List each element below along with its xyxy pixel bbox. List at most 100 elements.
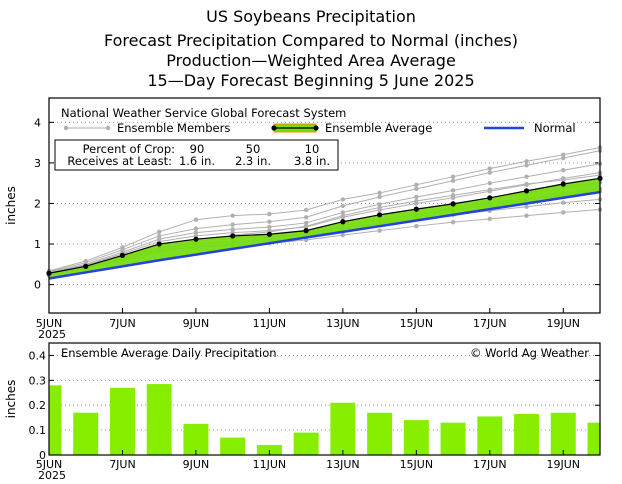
ensemble-average-point <box>266 231 272 237</box>
ensemble-member-point <box>377 228 382 233</box>
ensemble-member-point <box>414 194 419 200</box>
y-tick-label: 4 <box>34 116 41 129</box>
ensemble-member-point <box>340 232 346 238</box>
ensemble-member-point <box>450 174 456 179</box>
ensemble-member-point <box>561 200 566 205</box>
ensemble-member-point <box>340 210 346 215</box>
ensemble-member-point <box>303 207 309 213</box>
ensemble-member-line <box>48 147 601 272</box>
daily-precip-bar <box>109 387 135 455</box>
y-tick-label: 0.2 <box>29 399 47 412</box>
ensemble-member-point <box>524 159 529 164</box>
ensemble-member-point <box>157 229 162 235</box>
legend-members-marker <box>105 125 111 131</box>
ensemble-member-point <box>303 223 309 229</box>
year-label: 2025 <box>38 469 66 482</box>
ensemble-average-point <box>377 212 383 218</box>
daily-precip-bar <box>477 416 503 455</box>
daily-precip-bar <box>183 423 209 455</box>
ensemble-member-point <box>303 215 309 220</box>
ensemble-member-point <box>414 223 419 229</box>
ensemble-member-point <box>524 213 529 218</box>
credit-label: © World Ag Weather <box>470 346 589 360</box>
ensemble-member-point <box>487 166 492 171</box>
ensemble-average-point <box>413 206 419 212</box>
legend-members-label: Ensemble Members <box>117 121 230 135</box>
chart-subtitle-area: Production—Weighted Area Average <box>166 51 456 70</box>
x-tick-label: 17JUN <box>473 317 507 330</box>
legend-average-marker <box>271 125 277 131</box>
chart-subtitle: Forecast Precipitation Compared to Norma… <box>104 31 518 50</box>
daily-precip-bar <box>587 422 600 455</box>
ensemble-member-point <box>193 230 199 235</box>
ensemble-member-point <box>561 210 566 215</box>
daily-precip-bar <box>146 384 172 455</box>
ensemble-member-point <box>561 152 566 157</box>
ensemble-anomaly-band <box>49 178 600 279</box>
x-tick-label: 17JUN <box>473 458 507 471</box>
ensemble-member-point <box>193 217 199 222</box>
ensemble-member-point <box>230 222 235 227</box>
x-tick-label: 19JUN <box>547 317 581 330</box>
daily-precip-bar <box>403 420 429 455</box>
x-tick-label: 13JUN <box>326 317 360 330</box>
plot-area <box>49 343 600 455</box>
legend-members-marker <box>63 125 69 131</box>
ensemble-member-point <box>340 203 346 209</box>
plot-title: Ensemble Average Daily Precipitation <box>61 346 277 360</box>
ensemble-member-point <box>487 170 492 175</box>
percent-value: 90 <box>190 142 205 156</box>
x-tick-label: 7JUN <box>109 317 136 330</box>
ensemble-average-point <box>560 181 566 187</box>
percent-value: 50 <box>246 142 261 156</box>
ensemble-member-point <box>561 168 566 173</box>
cumulative-precip-plot: 0 1 2 3 4 5JUN 7JUN 9JUN 11JUN 13JUN 15JUN 17JUN 19J… <box>4 97 603 341</box>
ensemble-member-point <box>414 186 419 192</box>
amount-value: 1.6 in. <box>179 154 215 168</box>
chart-subtitle-period: 15—Day Forecast Beginning 5 June 2025 <box>147 71 474 90</box>
daily-precip-bar <box>514 413 540 455</box>
ensemble-average-point <box>303 228 309 234</box>
ensemble-member-point <box>450 193 456 198</box>
chart-title: US Soybeans Precipitation <box>206 7 416 26</box>
x-tick-label: 15JUN <box>400 458 434 471</box>
ensemble-member-point <box>450 188 456 193</box>
ensemble-member-point <box>450 219 456 225</box>
x-tick-label: 7JUN <box>109 458 136 471</box>
x-tick-label: 5JUN <box>36 317 63 330</box>
ensemble-member-point <box>414 198 419 204</box>
plot-frame <box>48 342 601 456</box>
ensemble-member-point <box>267 219 272 224</box>
daily-precip-bar <box>550 412 576 455</box>
daily-precip-plot: 0 0.1 0.2 0.3 0.4 5JUN 7JUN 9JUN 11JUN 13JUN 15JUN… <box>4 342 601 482</box>
y-tick-label: 0.4 <box>29 349 47 362</box>
daily-precip-bar <box>73 412 99 455</box>
ensemble-average-point <box>340 219 346 225</box>
ensemble-member-point <box>377 194 382 200</box>
ensemble-member-point <box>120 245 125 250</box>
ensemble-member-point <box>561 155 566 161</box>
ensemble-member-point <box>83 258 88 264</box>
plot-title: National Weather Service Global Forecast… <box>61 106 346 120</box>
ensemble-member-point <box>524 204 529 209</box>
ensemble-average-point <box>450 201 456 207</box>
year-label: 2025 <box>38 328 66 341</box>
ensemble-member-line <box>48 150 601 273</box>
ensemble-member-point <box>230 227 235 232</box>
plot-frame <box>48 97 601 314</box>
receives-row-label: Receives at Least: <box>67 154 172 168</box>
daily-precip-bar <box>330 402 356 455</box>
x-tick-label: 11JUN <box>253 317 287 330</box>
y-tick-label: 0.1 <box>29 424 47 437</box>
percent-row-label: Percent of Crop: <box>83 142 175 156</box>
daily-precip-bar <box>49 385 62 455</box>
y-tick-label: 0.3 <box>29 374 47 387</box>
legend-normal-label: Normal <box>534 121 576 135</box>
y-tick-label: 0 <box>39 449 46 462</box>
x-tick-label: 5JUN <box>36 458 63 471</box>
x-tick-label: 9JUN <box>183 317 210 330</box>
ensemble-member-point <box>267 211 272 217</box>
ensemble-member-point <box>487 180 492 186</box>
ensemble-member-point <box>340 213 346 218</box>
